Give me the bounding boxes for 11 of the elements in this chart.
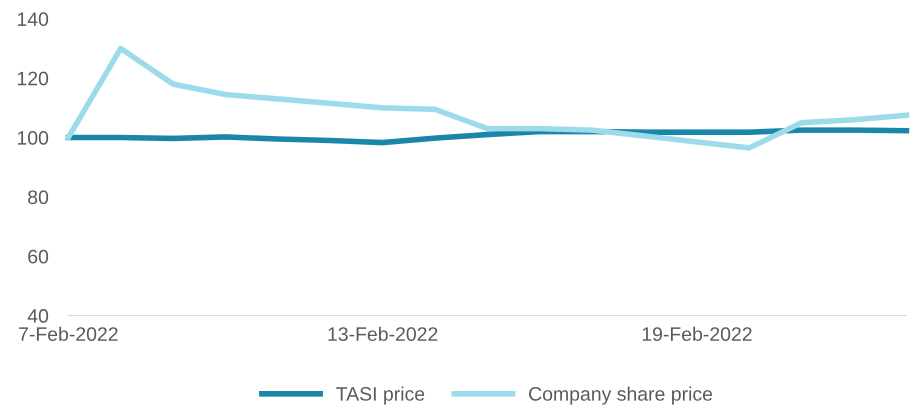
y-tick-label: 40 <box>28 309 48 323</box>
y-tick-label: 100 <box>18 130 48 145</box>
x-tick-label: 19-Feb-2022 <box>642 326 752 341</box>
x-tick-label: 7-Feb-2022 <box>19 326 118 341</box>
y-tick-label: 140 <box>18 12 48 26</box>
y-tick-label: 120 <box>18 72 48 86</box>
y-tick-label: 80 <box>28 190 48 204</box>
legend-label: TASI price <box>336 386 424 405</box>
y-tick-label: 60 <box>28 250 48 264</box>
legend-label: Company share price <box>529 386 712 405</box>
x-tick-label: 13-Feb-2022 <box>328 326 438 341</box>
